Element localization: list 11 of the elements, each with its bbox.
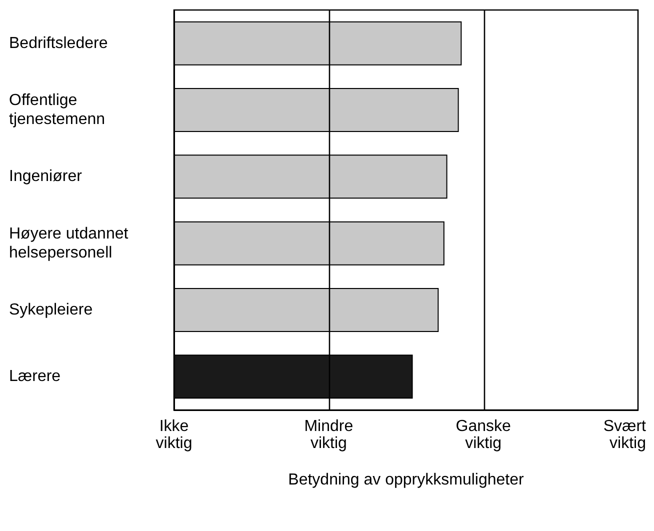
text: Ganske viktig — [456, 418, 512, 452]
text: Mindre viktig — [304, 418, 354, 452]
y-tick-label: Offentlige tjenestemenn — [9, 92, 106, 128]
text: Svært viktig — [603, 418, 647, 452]
y-tick-label: Sykepleiere — [9, 302, 93, 318]
y-tick-label: Lærere — [9, 368, 61, 386]
y-tick-label: Høyere utdannet helsepersonell — [9, 225, 129, 262]
x-axis-title: Betydning av opprykksmuligheter — [288, 472, 525, 488]
y-tick-label: Bedriftsledere — [9, 34, 108, 52]
y-tick-label: Ingeniører — [9, 168, 83, 186]
text: Ikke viktig — [156, 418, 192, 452]
